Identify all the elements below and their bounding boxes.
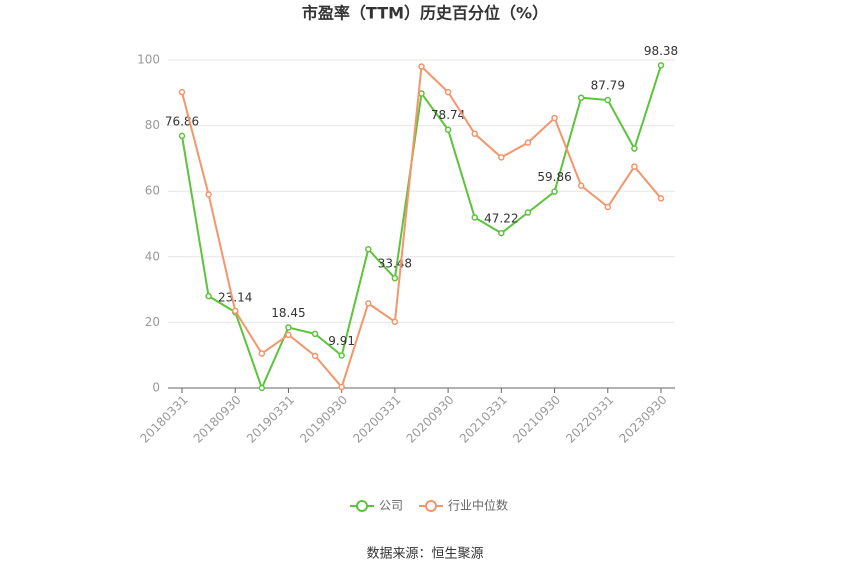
point [418,63,425,70]
point [178,132,186,140]
data-label: 59.86 [537,170,571,184]
x-tick-label: 20180930 [191,393,244,446]
point [391,274,399,282]
point [657,62,665,69]
x-tick-label: 20210930 [510,393,563,446]
point [604,96,612,104]
point [577,182,585,189]
point [604,203,612,211]
point [551,114,558,122]
x-tick-label: 20190930 [297,393,350,446]
data-label: 18.45 [271,306,305,320]
point [258,384,266,392]
legend-label: 公司 [379,499,403,513]
x-tick-label: 20230930 [617,393,670,446]
legend-marker [425,500,438,512]
point [311,330,319,338]
y-tick-label: 100 [137,53,160,67]
data-label: 76.86 [165,114,199,128]
data-label: 98.38 [644,44,678,58]
data-label: 23.14 [218,291,252,305]
point [498,154,505,161]
x-tick-label: 20190331 [244,393,297,446]
point [577,94,585,101]
data-label: 47.22 [484,212,518,226]
y-tick-label: 80 [145,118,160,132]
y-tick-label: 60 [145,184,160,198]
point [231,307,239,315]
y-tick-label: 40 [145,249,160,263]
point [444,88,452,96]
point [551,188,558,195]
point [205,292,212,300]
y-tick-label: 0 [152,381,160,395]
x-tick-label: 20210331 [457,393,510,446]
source: 数据来源：恒生聚源 [366,547,483,562]
data-label: 87.79 [591,79,625,93]
x-tick-label: 20200930 [404,393,457,446]
point [631,163,638,170]
point [178,88,186,96]
y-tick-label: 20 [145,315,160,329]
point [524,209,532,216]
point [285,331,292,339]
point [471,130,478,138]
legend-label: 行业中位数 [448,498,508,513]
series-line [181,64,662,390]
point [311,352,319,360]
point [365,246,372,253]
point [657,195,665,202]
point [365,300,372,307]
point [258,350,266,357]
x-tick-label: 20200331 [350,393,403,446]
point [338,352,345,359]
point [471,214,478,221]
data-label: 78.74 [431,108,465,122]
point [444,126,452,133]
point [391,318,399,325]
data-label: 9.91 [328,334,355,348]
point [524,139,532,146]
point [205,191,212,198]
point [338,383,345,391]
point [498,229,505,237]
data-label: 33.48 [378,257,412,271]
point [631,145,638,152]
point [285,324,292,331]
x-tick-label: 20220331 [563,393,616,446]
x-tick-label: 20180331 [138,393,191,446]
chart-title: 市盈率（TTM）历史百分位（%） [302,4,548,23]
legend-marker [356,500,368,512]
